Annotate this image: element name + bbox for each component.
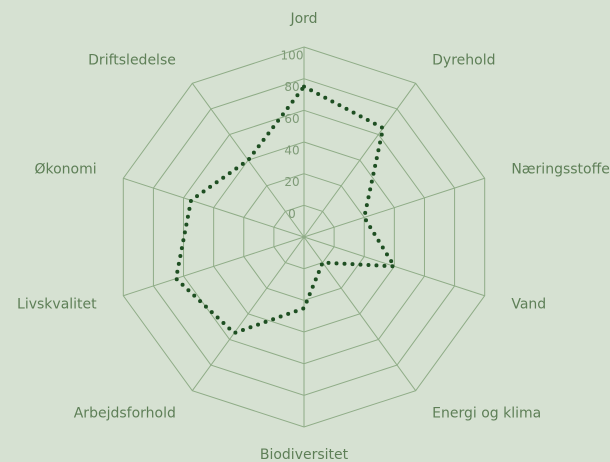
category-label: Arbejdsforhold <box>74 405 176 421</box>
category-label: Økonomi <box>34 162 96 178</box>
tick-label: 60 <box>284 112 299 126</box>
tick-label: 100 <box>281 49 304 63</box>
category-label: Driftsledelse <box>88 53 176 69</box>
spoke <box>123 177 305 238</box>
spoke <box>191 236 305 392</box>
spoke <box>303 82 417 238</box>
tick-label: 0 <box>288 207 296 221</box>
spoke <box>123 236 305 297</box>
category-label: Jord <box>289 11 317 27</box>
category-label: Næringsstoffer <box>511 162 610 178</box>
category-label: Vand <box>511 296 546 312</box>
tick-label: 80 <box>284 80 299 94</box>
category-label: Dyrehold <box>432 53 495 69</box>
category-label: Biodiversitet <box>260 447 349 462</box>
category-label: Livskvalitet <box>17 296 97 312</box>
tick-label: 20 <box>284 175 299 189</box>
spoke <box>303 236 417 392</box>
spoke <box>303 177 485 238</box>
data-line <box>173 84 399 336</box>
tick-label: 40 <box>284 144 299 158</box>
category-label: Energi og klima <box>432 405 541 421</box>
